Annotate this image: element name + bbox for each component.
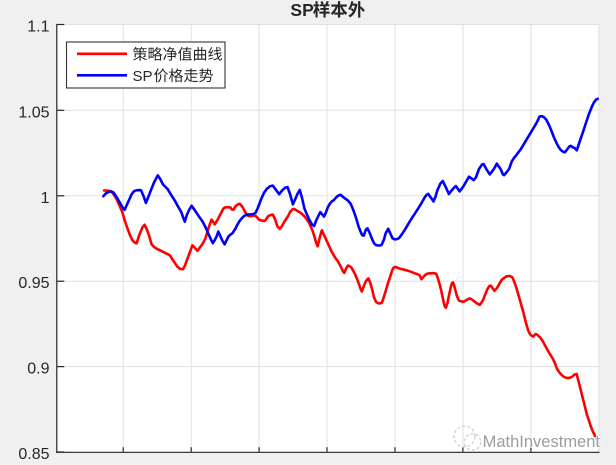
svg-text:1.1: 1.1: [27, 19, 49, 36]
svg-text:SP: SP: [290, 0, 314, 20]
svg-text:0.9: 0.9: [27, 361, 49, 378]
svg-text:1.05: 1.05: [18, 104, 49, 121]
svg-text:0.85: 0.85: [18, 446, 49, 463]
svg-text:0.95: 0.95: [18, 275, 49, 292]
svg-text:1: 1: [41, 190, 50, 207]
svg-text:SP: SP: [133, 68, 153, 85]
svg-text:MathInvestment: MathInvestment: [483, 433, 601, 451]
